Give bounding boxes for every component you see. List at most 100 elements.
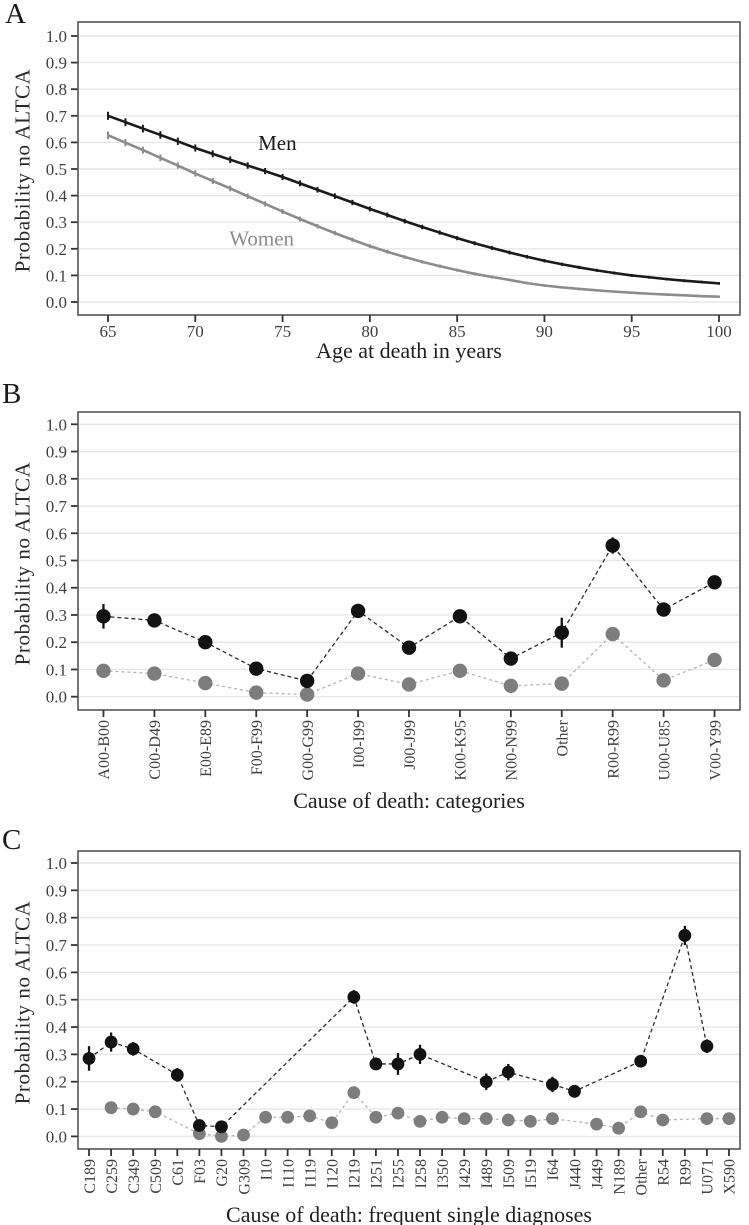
data-point-women bbox=[523, 1114, 537, 1128]
x-tick-label: C349 bbox=[126, 1159, 143, 1194]
data-point-men bbox=[391, 1057, 405, 1071]
series-men bbox=[107, 111, 720, 285]
y-tick-label: 0.5 bbox=[46, 991, 67, 1010]
y-tick-label: 0.3 bbox=[46, 213, 67, 232]
y-tick-label: 0.0 bbox=[46, 293, 67, 312]
x-tick-label: R00-R99 bbox=[605, 720, 622, 779]
x-tick-label: 70 bbox=[187, 322, 204, 341]
data-point-women bbox=[347, 1086, 361, 1100]
data-point-men bbox=[249, 661, 264, 676]
x-tick-label: A00-B00 bbox=[96, 720, 113, 780]
x-tick-label: G309 bbox=[236, 1159, 253, 1195]
data-point-women bbox=[479, 1112, 493, 1126]
data-point-men bbox=[299, 673, 315, 689]
x-tick-label: C189 bbox=[82, 1159, 99, 1194]
data-point-women bbox=[554, 676, 569, 691]
data-point-women bbox=[401, 677, 417, 692]
x-tick-label: I258 bbox=[413, 1159, 430, 1188]
data-point-men bbox=[215, 1120, 228, 1134]
y-tick-label: 0.2 bbox=[46, 1073, 67, 1092]
data-point-women bbox=[413, 1114, 427, 1128]
y-tick-label: 0.4 bbox=[46, 187, 68, 206]
data-point-women bbox=[700, 1112, 714, 1126]
y-tick-label: 0.5 bbox=[46, 160, 67, 179]
x-tick-label: 85 bbox=[449, 322, 466, 341]
data-point-women bbox=[303, 1109, 317, 1123]
data-point-men bbox=[96, 609, 111, 624]
x-tick-label: 100 bbox=[706, 322, 732, 341]
y-tick-label: 0.4 bbox=[46, 1018, 68, 1037]
data-point-men bbox=[503, 651, 519, 666]
x-tick-label: I255 bbox=[391, 1159, 408, 1188]
data-point-men bbox=[554, 625, 569, 640]
data-point-women bbox=[215, 1130, 228, 1143]
plot-border bbox=[77, 21, 741, 316]
x-tick-label: I110 bbox=[280, 1159, 297, 1188]
data-point-women bbox=[605, 626, 620, 642]
data-point-women bbox=[590, 1117, 603, 1131]
x-tick-label: N189 bbox=[611, 1159, 628, 1195]
y-axis-ticks: 0.0 0.1 0.2 0.3 0.4 0.5 0.6 0.7 0.8 0.9 1.0 bbox=[46, 415, 78, 707]
data-point-men bbox=[147, 613, 162, 628]
data-point-men bbox=[192, 1119, 206, 1132]
x-tick-label: I10 bbox=[258, 1159, 275, 1180]
data-point-women bbox=[656, 1113, 670, 1127]
data-point-women bbox=[259, 1110, 272, 1124]
x-tick-label: J449 bbox=[589, 1159, 606, 1189]
data-point-men bbox=[413, 1047, 427, 1061]
x-tick-label: 75 bbox=[274, 322, 291, 341]
x-tick-label: 95 bbox=[623, 322, 640, 341]
data-point-men bbox=[82, 1052, 96, 1065]
data-point-women bbox=[299, 687, 315, 702]
data-point-men bbox=[350, 603, 366, 619]
panel-b-letter: B bbox=[2, 378, 22, 410]
x-tick-label: R54 bbox=[656, 1159, 673, 1186]
y-tick-label: 0.2 bbox=[46, 240, 67, 259]
data-point-women bbox=[350, 666, 366, 681]
curve-men bbox=[107, 114, 720, 285]
series-label-women: Women bbox=[229, 226, 294, 250]
x-tick-label: C259 bbox=[104, 1159, 121, 1194]
x-axis-ticks: C189 C259 C349 C509 C61 F03 G20 G309 I10 I110 I119… bbox=[82, 1149, 739, 1195]
y-tick-label: 0.6 bbox=[46, 963, 67, 982]
data-point-women bbox=[237, 1128, 250, 1142]
x-tick-label: I64 bbox=[545, 1159, 562, 1180]
x-tick-label: E00-E89 bbox=[198, 720, 215, 777]
data-point-men bbox=[656, 602, 671, 617]
y-tick-label: 0.9 bbox=[46, 443, 67, 462]
y-tick-label: 0.0 bbox=[46, 688, 67, 707]
x-tick-label: I509 bbox=[501, 1159, 518, 1188]
x-tick-label: F03 bbox=[192, 1159, 209, 1184]
y-tick-label: 0.1 bbox=[46, 1100, 67, 1119]
data-point-women bbox=[707, 652, 722, 668]
data-point-men bbox=[170, 1068, 184, 1082]
y-tick-label: 0.8 bbox=[46, 80, 67, 99]
data-point-women bbox=[325, 1116, 339, 1130]
data-point-men bbox=[605, 538, 620, 553]
y-tick-label: 0.7 bbox=[46, 936, 68, 955]
y-tick-label: 0.3 bbox=[46, 606, 67, 625]
x-tick-label: 65 bbox=[100, 322, 117, 341]
data-point-men bbox=[369, 1057, 383, 1071]
data-point-men bbox=[198, 635, 213, 650]
x-tick-label: I219 bbox=[347, 1159, 364, 1188]
panel-a: A Probability no ALTCA 0.0 0.1 0.2 0.3 0.4 0.… bbox=[0, 0, 749, 378]
panel-a-letter: A bbox=[5, 0, 26, 30]
data-point-men bbox=[700, 1039, 714, 1053]
y-tick-label: 1.0 bbox=[46, 27, 67, 46]
x-tick-label: I120 bbox=[325, 1159, 342, 1188]
data-point-women bbox=[249, 685, 264, 700]
y-tick-label: 0.0 bbox=[46, 1127, 67, 1146]
data-point-men bbox=[678, 929, 692, 942]
panel-a-x-axis-title: Age at death in years bbox=[316, 338, 502, 363]
x-tick-label: K00-K95 bbox=[453, 720, 470, 780]
x-tick-label: I429 bbox=[457, 1159, 474, 1188]
x-tick-label: F00-F99 bbox=[249, 720, 266, 775]
y-axis-ticks: 0.0 0.1 0.2 0.3 0.4 0.5 0.6 0.7 0.8 0.9 1.0 bbox=[46, 27, 78, 312]
data-point-women bbox=[634, 1105, 648, 1119]
data-point-men bbox=[707, 575, 722, 590]
data-point-men bbox=[479, 1075, 493, 1089]
data-point-men bbox=[568, 1084, 581, 1098]
x-tick-label: X590 bbox=[722, 1159, 739, 1195]
